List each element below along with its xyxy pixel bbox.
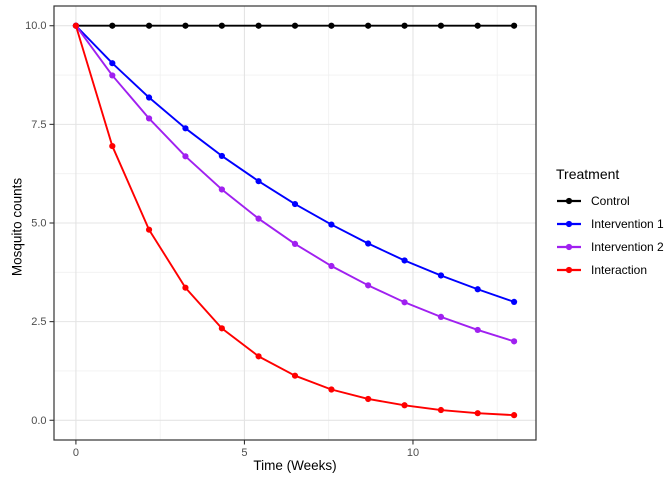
data-point-interaction (437, 406, 445, 414)
data-point-interaction (255, 353, 262, 360)
data-point-interaction (401, 402, 408, 409)
data-point-control (291, 22, 299, 29)
data-point-control (182, 22, 189, 29)
series-control (72, 22, 518, 29)
data-point-intervention-2 (365, 282, 372, 289)
data-point-intervention-1 (365, 240, 372, 247)
legend-items: Control Intervention 1 Intervention 2 Inter… (556, 189, 664, 281)
data-point-control (218, 22, 225, 29)
data-point-control (365, 22, 372, 29)
y-tick-label: 2.5 (31, 316, 46, 328)
data-point-intervention-1 (255, 178, 262, 185)
y-tick-label: 10.0 (25, 20, 46, 32)
legend-label: Interaction (591, 262, 648, 277)
data-point-intervention-1 (437, 272, 445, 279)
data-point-intervention-2 (437, 313, 445, 321)
data-point-interaction (365, 395, 372, 403)
data-point-intervention-1 (218, 152, 225, 160)
data-point-control (109, 22, 116, 29)
legend-title: Treatment (556, 166, 620, 182)
data-point-intervention-2 (145, 115, 153, 122)
legend-label: Intervention 2 (591, 239, 664, 254)
data-point-intervention-2 (182, 153, 189, 160)
data-point-intervention-2 (255, 215, 262, 222)
legend-key-point (565, 266, 573, 273)
data-point-interaction (510, 412, 518, 419)
data-point-interaction (109, 142, 116, 150)
legend-key-point (565, 243, 573, 250)
y-tick-label: 5.0 (31, 218, 46, 230)
legend-label: Control (591, 193, 630, 208)
data-point-intervention-2 (510, 338, 518, 345)
legend-key-intervention-1 (557, 220, 581, 227)
data-point-intervention-1 (328, 221, 335, 228)
data-point-interaction (145, 226, 153, 233)
data-point-intervention-2 (401, 299, 408, 306)
series-intervention-1 (72, 22, 518, 306)
data-point-control (255, 22, 262, 29)
legend-key-intervention-2 (557, 243, 581, 250)
legend-key-control (557, 197, 581, 204)
series-interaction (72, 22, 518, 419)
legend: Treatment Control Intervention 1 Intervent… (556, 166, 664, 281)
data-point-intervention-2 (218, 186, 225, 193)
data-point-intervention-1 (182, 125, 189, 132)
legend-label: Intervention 1 (591, 216, 664, 231)
legend-item-control: Control (556, 189, 664, 212)
y-axis-title: Mosquito counts (9, 177, 25, 277)
data-point-intervention-1 (291, 200, 299, 208)
series-intervention-2 (72, 22, 518, 345)
data-point-interaction (182, 284, 189, 291)
x-tick-label: 5 (241, 447, 247, 459)
data-point-intervention-2 (291, 240, 299, 248)
data-point-interaction (474, 410, 481, 417)
data-point-intervention-2 (109, 72, 116, 79)
data-point-intervention-1 (401, 257, 408, 264)
legend-key-point (565, 220, 573, 227)
legend-item-intervention-1: Intervention 1 (556, 212, 664, 235)
data-point-intervention-1 (510, 298, 518, 306)
data-point-control (401, 22, 408, 29)
legend-item-interaction: Interaction (556, 258, 664, 281)
data-point-control (510, 22, 518, 29)
legend-key-interaction (557, 266, 581, 273)
data-point-interaction (72, 22, 80, 29)
x-tick-label: 10 (407, 447, 419, 459)
data-point-control (474, 22, 481, 29)
data-point-intervention-1 (474, 286, 481, 293)
y-tick-label: 7.5 (31, 119, 46, 131)
x-axis-title: Time (Weeks) (253, 458, 337, 473)
legend-key-point (565, 197, 573, 204)
legend-item-intervention-2: Intervention 2 (556, 235, 664, 258)
data-point-intervention-1 (109, 60, 116, 67)
data-point-interaction (218, 325, 225, 332)
data-point-intervention-1 (145, 94, 153, 101)
data-point-intervention-2 (328, 262, 335, 270)
data-point-interaction (291, 372, 299, 379)
data-point-control (437, 22, 445, 29)
data-point-intervention-2 (474, 326, 481, 334)
y-tick-label: 0.0 (31, 415, 46, 427)
data-point-control (145, 22, 153, 29)
data-point-control (328, 22, 335, 29)
data-point-interaction (328, 386, 335, 393)
x-tick-label: 0 (73, 447, 79, 459)
